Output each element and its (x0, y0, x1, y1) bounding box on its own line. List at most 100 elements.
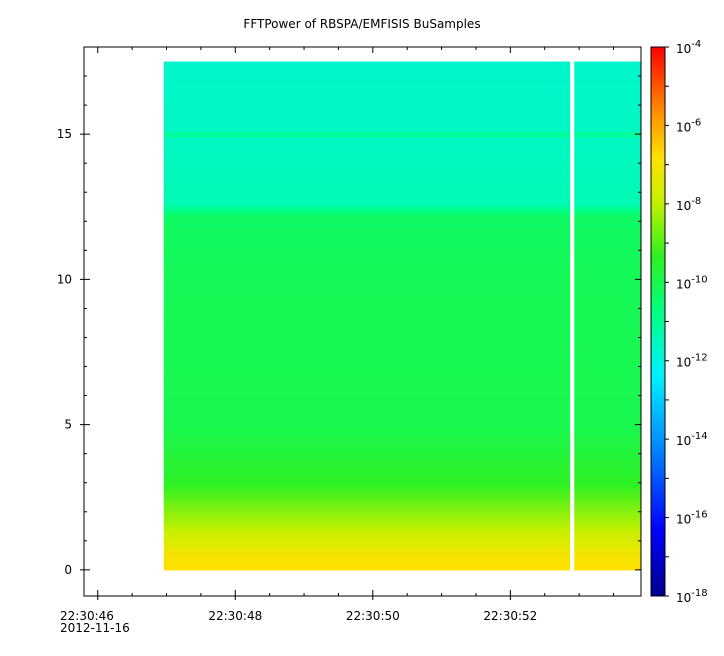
spectrogram-band (163, 456, 641, 461)
spectrogram-band (163, 189, 641, 193)
spectrogram-band (163, 137, 641, 141)
spectrogram-band (163, 142, 641, 147)
spectrogram-band (163, 148, 641, 153)
spectrogram-band (163, 67, 641, 71)
spectrogram-band (163, 76, 641, 80)
spectrogram-band (163, 381, 641, 385)
spectrogram-band (163, 296, 641, 301)
spectrogram-band (163, 566, 641, 571)
spectrogram-band (163, 558, 641, 562)
spectrogram-band (163, 363, 641, 368)
x-tick-label: 22:30:50 (346, 609, 400, 623)
spectrogram-band (163, 535, 641, 539)
spectrogram-band (163, 288, 641, 292)
spectrogram-band (163, 331, 641, 336)
spectrogram-band (163, 404, 641, 408)
colorbar-tick-label: 10-4 (676, 39, 701, 56)
spectrogram-band (163, 166, 641, 170)
spectrogram-band (163, 322, 641, 327)
spectrogram-band (163, 343, 641, 347)
spectrogram-band (163, 177, 641, 182)
x-tick-label: 22:30:52 (483, 609, 537, 623)
spectrogram-band (163, 317, 641, 321)
spectrogram-band (163, 436, 641, 440)
spectrogram-band (163, 238, 641, 243)
x-axis: 22:30:46 22:30:48 22:30:50 22:30:52 (60, 47, 614, 623)
spectrogram-band (163, 346, 641, 350)
spectrogram-band (163, 505, 641, 510)
spectrogram-band (163, 73, 641, 77)
spectrogram-band (163, 206, 641, 211)
colorbar-gradient (650, 46, 666, 597)
spectrogram-band (163, 520, 641, 524)
spectrogram-band (163, 561, 641, 565)
chart-title: FFTPower of RBSPA/EMFISIS BuSamples (243, 17, 481, 31)
spectrogram-band (163, 430, 641, 434)
colorbar-tick-label: 10-14 (676, 431, 708, 448)
spectrogram-band (163, 186, 641, 190)
spectrogram-band (163, 285, 641, 289)
spectrogram-band (163, 299, 641, 304)
spectrogram-band (163, 61, 641, 66)
spectrogram-band (163, 264, 641, 269)
spectrogram-band (163, 279, 641, 283)
colorbar-tick-label: 10-16 (676, 510, 708, 527)
y-tick-label: 0 (64, 563, 72, 577)
spectrogram-band (163, 125, 641, 129)
spectrogram-band (163, 90, 641, 95)
spectrogram-band (163, 459, 641, 463)
spectrogram-band (163, 209, 641, 214)
spectrogram-band (163, 261, 641, 266)
spectrogram-band (163, 273, 641, 278)
spectrogram-band (163, 474, 641, 478)
spectrogram-band (163, 462, 641, 466)
spectrogram-band (163, 183, 641, 188)
spectrogram-band (163, 511, 641, 516)
spectrogram-band (163, 276, 641, 280)
y-tick-label: 15 (57, 127, 72, 141)
spectrogram-band (163, 357, 641, 362)
spectrogram-band (163, 139, 641, 144)
spectrogram-band (163, 119, 641, 124)
spectrogram-band (163, 471, 641, 475)
spectrogram-band (163, 360, 641, 365)
spectrogram-band (163, 401, 641, 405)
spectrogram-band (163, 418, 641, 423)
spectrogram-band (163, 70, 641, 74)
spectrogram-band (163, 476, 641, 481)
spectrogram-band (163, 517, 641, 522)
spectrogram-band (163, 108, 641, 112)
spectrogram-band (163, 78, 641, 83)
spectrogram-band (163, 122, 641, 127)
spectrogram-band (163, 442, 641, 446)
spectrogram-band (163, 407, 641, 411)
spectrogram-band (163, 131, 641, 135)
spectrogram-band (163, 320, 641, 324)
spectrogram-band (163, 151, 641, 156)
spectrogram-band (163, 352, 641, 356)
spectrogram-band (163, 171, 641, 176)
spectrogram-band (163, 200, 641, 205)
spectrogram-band (163, 386, 641, 391)
spectrogram-band (163, 523, 641, 527)
colorbar-tick-label: 10-18 (676, 588, 708, 605)
spectrogram-band (163, 267, 641, 272)
spectrogram-band (163, 305, 641, 310)
spectrogram-band (163, 494, 641, 498)
spectrogram-band (163, 145, 641, 150)
data-gap (570, 60, 575, 571)
spectrogram-band (163, 212, 641, 217)
spectrogram-band (163, 227, 641, 231)
spectrogram-band (163, 250, 641, 254)
spectrogram-band (163, 532, 641, 536)
spectrogram-band (163, 543, 641, 548)
spectrogram-band (163, 497, 641, 501)
spectrogram-band (163, 439, 641, 443)
y-tick-label: 10 (57, 272, 72, 286)
spectrogram-band (163, 468, 641, 472)
spectrogram-band (163, 169, 641, 173)
colorbar: 10-4 10-6 10-8 10-10 10-12 10-14 10-16 10-18 (650, 39, 708, 605)
x-tick-label: 22:30:48 (208, 609, 262, 623)
spectrogram-band (163, 328, 641, 333)
spectrogram-band (163, 334, 641, 339)
